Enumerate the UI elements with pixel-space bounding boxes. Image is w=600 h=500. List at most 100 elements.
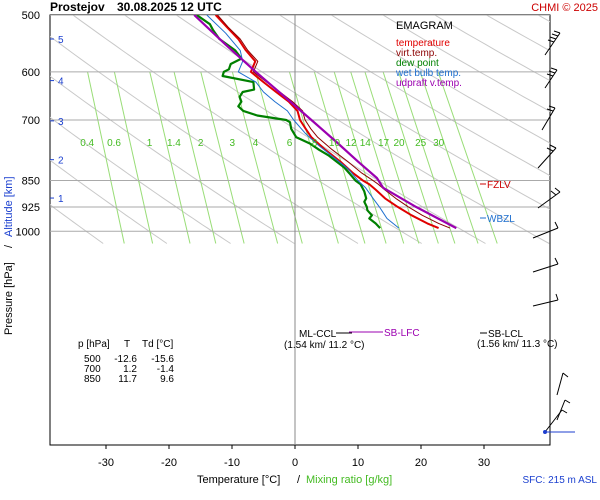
legend-item-dew-point: dew point [396,58,439,69]
pressure-tick-label: 925 [22,202,40,214]
mixing-ratio-label: 17 [378,138,390,149]
level-markers: FZLV WBZL SB-LCL (1.56 km/ 11.3 °C) ML-C… [284,180,558,351]
dry-adiabat-line [50,75,295,244]
mixing-ratio-label: 20 [393,138,405,149]
dry-adiabat-line [50,204,104,244]
grid-layer [50,9,600,445]
temperature-tick-label: 10 [352,457,364,469]
y-axis-label-separator: / [3,244,15,248]
legend-item-updraft: udpraft v.temp. [396,78,462,89]
altitude-tick-label: 5 [58,35,64,46]
dry-adiabat-line [330,15,550,144]
ml-ccl-value: (1.54 km/ 11.2 °C) [284,340,365,351]
wind-barb-icon [532,293,559,307]
mixing-ratio-line [113,71,154,244]
wind-barb-icon [556,372,569,396]
table-header-td: Td [°C] [142,339,173,350]
mixing-ratio-line [333,71,387,244]
wind-barb-icon [544,409,568,433]
mixing-ratio-label: 10 [329,138,341,149]
legend-item-wet-bulb: wet bulb temp. [395,68,461,79]
wind-barb-icon [537,187,561,209]
surface-elevation-label: SFC: 215 m ASL [523,475,598,486]
pressure-tick-label: 850 [22,176,40,188]
series-line-wet-bulb-temp [206,15,400,229]
wbzl-label: WBZL [487,214,515,225]
dry-adiabat-line [578,9,600,244]
legend-title: EMAGRAM [396,20,453,32]
altitude-tick-label: 1 [58,194,64,205]
dry-adiabat-line [72,15,422,244]
temperature-tick-label: -10 [224,457,240,469]
table-cell: 500 [84,354,101,365]
temperature-tick-label: 30 [478,457,490,469]
table-header-t: T [124,339,130,350]
fzlv-label: FZLV [487,180,511,191]
mixing-ratio-label: 30 [433,138,445,149]
mixing-ratio-line [149,71,191,244]
series-line-temperature [214,15,439,230]
mixing-ratio-label: 2 [198,138,204,149]
pressure-tick-label: 1000 [16,226,40,238]
pressure-tick-label: 500 [22,10,40,22]
mixing-ratio-label: 25 [415,138,427,149]
sb-lfc-label: SB-LFC [384,328,420,339]
mixing-ratio-label: 14 [360,138,372,149]
table-cell: -1.4 [157,364,175,375]
mixing-ratio-label: 4 [253,138,259,149]
dry-adiabat-line [433,15,550,82]
mixing-ratio-label: 3 [230,138,236,149]
table-cell: 850 [84,374,101,385]
wind-barb-icon [532,221,559,239]
mixing-ratio-line [437,71,498,244]
legend-item-temperature: temperature [396,38,450,49]
dry-adiabat-line [50,35,359,244]
altitude-tick-label: 4 [58,77,64,88]
mixing-ratio-line [398,71,456,244]
mixing-ratio-line [419,71,479,244]
station-name: Prostejov [50,0,105,14]
mixing-ratio-label: 6 [287,138,293,149]
sb-lcl-label: SB-LCL [488,329,523,340]
dry-adiabat-line [278,15,550,177]
legend-item-virt-temp: virt.temp. [396,48,437,59]
credit-label: CHMI © 2025 [531,2,598,14]
axis-layer: 0.4 0.6 1 1.4 2 3 4 6 8 10 12 14 17 20 25 3050060070085… [16,10,491,469]
data-table: p [hPa] T Td [°C] 500 -12.6 -15.6 700 1.… [78,339,174,385]
x-axis-label-mixing-ratio: Mixing ratio [g/kg] [306,474,392,486]
series-line-virt-temp [217,15,451,229]
table-cell: 700 [84,364,101,375]
mixing-ratio-label: 1 [147,138,153,149]
datetime-label: 30.08.2025 12 UTC [117,0,222,14]
wind-barb-icon [537,144,557,169]
temperature-tick-label: 20 [415,457,427,469]
wind-barb-icon [543,430,575,434]
table-cell: 1.2 [123,364,137,375]
series-line-dew-point [196,15,381,229]
mixing-ratio-line [350,71,405,244]
mixing-ratio-line [87,71,125,244]
legend: EMAGRAM temperature virt.temp. dew point… [395,20,462,89]
wind-barb-icon [556,399,571,421]
table-cell: 9.6 [160,374,174,385]
sb-lcl-value: (1.56 km/ 11.3 °C) [477,339,558,350]
mixing-ratio-label: 1.4 [167,138,181,149]
wind-barb-icon [541,105,556,131]
pressure-tick-label: 700 [22,115,40,127]
mixing-ratio-line [173,71,217,244]
mixing-ratio-line [288,71,339,244]
mixing-ratio-label: 8 [312,138,318,149]
ml-ccl-label: ML-CCL [299,329,337,340]
mixing-ratio-line [313,71,366,244]
dry-adiabat-line [123,15,486,244]
dry-adiabat-line [50,159,168,244]
series-line-udpraft-v-temp [193,15,457,230]
x-axis-label-temperature: Temperature [°C] [197,474,280,486]
wind-barbs [532,30,575,434]
wind-barb-icon [544,30,561,56]
dry-adiabat-line [175,15,550,244]
temperature-tick-label: -30 [98,457,114,469]
dry-adiabat-line [227,15,550,210]
table-cell: -12.6 [114,354,137,365]
plot-frame [49,14,551,446]
